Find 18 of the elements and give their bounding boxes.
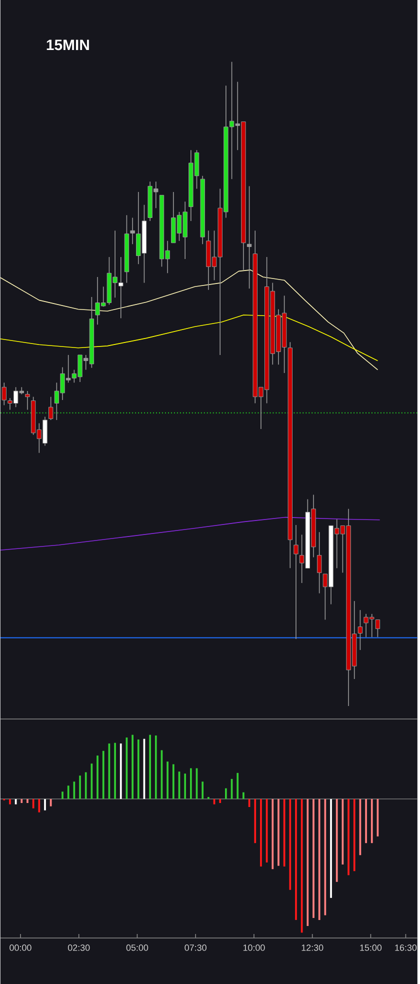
candlestick — [2, 382, 6, 406]
x-tick-label: 15:00 — [360, 944, 382, 951]
x-tick-label: 16:30 — [395, 944, 416, 951]
x-tick-label: 07:30 — [184, 944, 206, 951]
candlestick — [48, 396, 54, 420]
candlestick — [130, 217, 135, 245]
x-tick-label: 00:00 — [9, 944, 32, 951]
x-tick-label: 10:00 — [243, 944, 265, 951]
candlestick — [25, 390, 30, 410]
x-tick-label: 12:30 — [302, 944, 324, 951]
candlestick — [246, 186, 252, 289]
chart-title: 15MIN — [46, 40, 89, 50]
candlestick — [316, 532, 322, 594]
candlestick — [358, 610, 362, 650]
candlestick — [375, 619, 380, 638]
x-tick-label: 05:00 — [126, 944, 148, 951]
x-tick-label: 02:30 — [68, 944, 90, 951]
candlestick — [294, 524, 298, 640]
